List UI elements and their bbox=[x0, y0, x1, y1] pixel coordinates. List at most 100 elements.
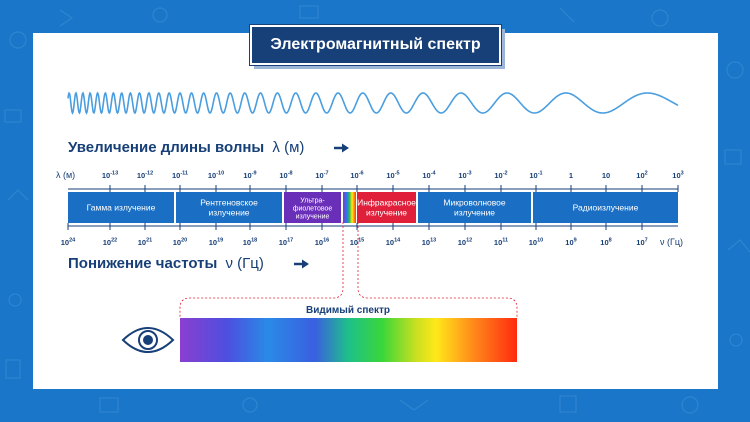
frequency-tick-label: 1021 bbox=[138, 238, 152, 248]
eye-icon bbox=[121, 327, 175, 353]
wavelength-tick-label: 10-4 bbox=[422, 171, 436, 181]
band-microwave-label: Микроволновое bbox=[443, 198, 505, 208]
band-infrared-label: излучение bbox=[366, 208, 407, 218]
frequency-tick-label: 1016 bbox=[315, 238, 329, 248]
wavelength-tick-label-exponent: -3 bbox=[467, 171, 472, 177]
wavelength-tick-label: 10-3 bbox=[458, 171, 471, 181]
visible-connector-left bbox=[179, 222, 344, 318]
band-gamma-fill bbox=[68, 192, 174, 223]
wavelength-tick-labels: 10-13 10-12 10-11 10-10 10-9 10-8 10-7 10-6 10-5… bbox=[102, 171, 684, 181]
wavelength-tick-label-exponent: -9 bbox=[252, 171, 257, 177]
frequency-tick-label: 1011 bbox=[494, 238, 508, 248]
frequency-tick-label: 1018 bbox=[243, 238, 257, 248]
frequency-tick-label: 109 bbox=[565, 238, 576, 248]
frequency-unit-label: ν (Гц) bbox=[660, 237, 683, 247]
wavelength-tick-label: 1 bbox=[569, 171, 573, 180]
frequency-tick-label-base: 10 bbox=[422, 238, 430, 247]
wavelength-unit-label: λ (м) bbox=[56, 170, 75, 180]
frequency-tick-label: 1020 bbox=[173, 238, 187, 248]
frequency-tick-label: 1013 bbox=[422, 238, 436, 248]
wavelength-tick-label-base: 10 bbox=[636, 171, 644, 180]
wavelength-tick-label-base: 10 bbox=[243, 171, 251, 180]
wavelength-tick-label: 10-8 bbox=[279, 171, 292, 181]
frequency-tick-label: 108 bbox=[600, 238, 611, 248]
wavelength-tick-label-exponent: -5 bbox=[395, 171, 400, 177]
band-microwave-label: излучение bbox=[454, 208, 495, 218]
frequency-tick-label-exponent: 16 bbox=[323, 238, 329, 244]
wavelength-tick-label-exponent: -11 bbox=[180, 171, 188, 177]
band-xray-label: Рентгеновское bbox=[200, 198, 258, 208]
frequency-tick-label-exponent: 9 bbox=[574, 238, 577, 244]
frequency-tick-label-base: 10 bbox=[243, 238, 251, 247]
frequency-tick-label-base: 10 bbox=[386, 238, 394, 247]
frequency-tick-label-base: 10 bbox=[173, 238, 181, 247]
frequency-tick-label-base: 10 bbox=[458, 238, 466, 247]
wavelength-tick-label-exponent: -7 bbox=[324, 171, 329, 177]
frequency-heading: Понижение частоты ν (Гц) bbox=[68, 255, 264, 272]
frequency-tick-label: 1014 bbox=[386, 238, 401, 248]
wavelength-tick-label: 10-12 bbox=[137, 171, 153, 181]
wavelength-tick-label-base: 10 bbox=[208, 171, 216, 180]
frequency-tick-label-base: 10 bbox=[209, 238, 217, 247]
axis-tick-marks bbox=[67, 185, 679, 230]
frequency-tick-label-exponent: 22 bbox=[111, 238, 117, 244]
frequency-tick-label: 1012 bbox=[458, 238, 472, 248]
frequency-tick-label-exponent: 11 bbox=[502, 238, 508, 244]
wavelength-tick-label-base: 10 bbox=[350, 171, 358, 180]
band-visible-sliver bbox=[343, 192, 356, 223]
wavelength-tick-label-base: 10 bbox=[602, 171, 610, 180]
frequency-tick-label: 1019 bbox=[209, 238, 223, 248]
band-gamma-label: Гамма излучение bbox=[87, 203, 156, 213]
frequency-tick-label-base: 10 bbox=[636, 238, 644, 247]
wavelength-tick-label-exponent: -13 bbox=[110, 171, 118, 177]
wavelength-tick-label-exponent: -6 bbox=[359, 171, 364, 177]
visible-spectrum-label: Видимый спектр bbox=[306, 305, 390, 316]
wavelength-tick-label: 10-11 bbox=[172, 171, 188, 181]
wavelength-tick-label-base: 10 bbox=[422, 171, 430, 180]
frequency-tick-label-base: 10 bbox=[494, 238, 502, 247]
frequency-tick-label-base: 10 bbox=[315, 238, 323, 247]
wavelength-tick-label-exponent: 2 bbox=[645, 171, 648, 177]
band-xray-label: излучение bbox=[208, 208, 249, 218]
frequency-tick-label: 1022 bbox=[103, 238, 117, 248]
wavelength-tick-label-exponent: -1 bbox=[538, 171, 543, 177]
frequency-tick-label: 1015 bbox=[350, 238, 364, 248]
wavelength-tick-label-base: 1 bbox=[569, 171, 573, 180]
frequency-tick-label: 1017 bbox=[279, 238, 293, 248]
frequency-tick-label-exponent: 7 bbox=[645, 238, 648, 244]
wavelength-tick-label-base: 10 bbox=[386, 171, 394, 180]
frequency-tick-label-base: 10 bbox=[138, 238, 146, 247]
band-microwave-fill bbox=[418, 192, 531, 223]
wavelength-tick-label-exponent: -12 bbox=[145, 171, 153, 177]
wavelength-tick-label: 10-10 bbox=[208, 171, 224, 181]
band-infrared-fill bbox=[357, 192, 416, 223]
wavelength-tick-label: 10-7 bbox=[315, 171, 328, 181]
band-ultraviolet-label: фиолетовое bbox=[293, 206, 333, 213]
visible-connector-right bbox=[357, 222, 518, 318]
frequency-tick-label-base: 10 bbox=[350, 238, 358, 247]
wavelength-tick-label: 10 bbox=[602, 171, 610, 180]
visible-spectrum-gradient bbox=[180, 318, 517, 362]
wavelength-tick-label-exponent: -8 bbox=[288, 171, 293, 177]
wavelength-tick-label: 102 bbox=[636, 171, 647, 181]
band-ultraviolet-label: Ультра- bbox=[300, 198, 325, 205]
band-radio-fill bbox=[533, 192, 678, 223]
wavelength-tick-label-exponent: -4 bbox=[431, 171, 437, 177]
frequency-tick-label-base: 10 bbox=[279, 238, 287, 247]
frequency-tick-label: 1024 bbox=[61, 238, 76, 248]
frequency-tick-label-exponent: 10 bbox=[537, 238, 543, 244]
wavelength-tick-label-exponent: -2 bbox=[503, 171, 508, 177]
frequency-tick-label-exponent: 13 bbox=[430, 238, 436, 244]
wavelength-tick-label-base: 10 bbox=[494, 171, 502, 180]
band-radio-label: Радиоизлучение bbox=[573, 203, 639, 213]
wavelength-heading: Увеличение длины волны λ (м) bbox=[68, 139, 304, 156]
band-radio: Радиоизлучение bbox=[533, 192, 678, 223]
frequency-tick-label-exponent: 24 bbox=[69, 238, 76, 244]
frequency-tick-labels: 1024 1022 1021 1020 1019 1018 1017 1016 1015 1014… bbox=[61, 238, 648, 248]
wavelength-tick-label-base: 10 bbox=[529, 171, 537, 180]
